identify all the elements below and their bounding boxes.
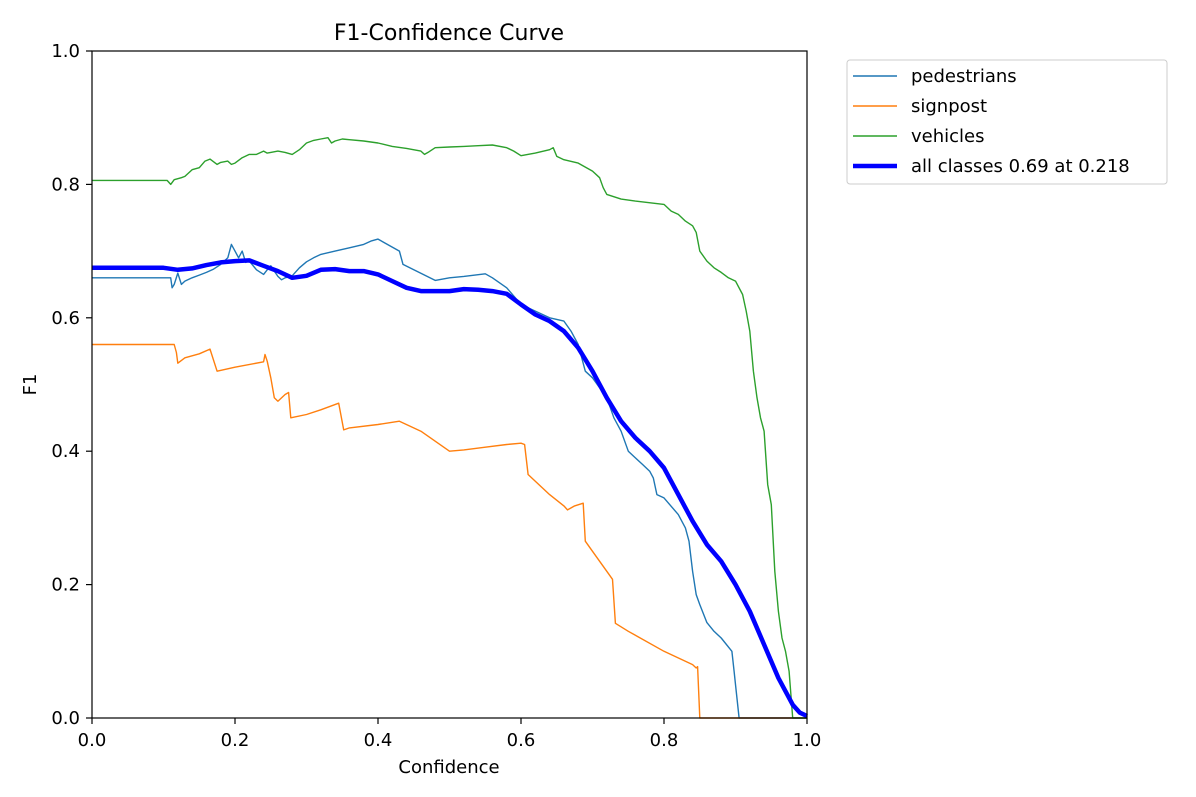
plot-frame xyxy=(91,50,808,719)
x-tick-label: 0.4 xyxy=(364,730,393,751)
legend-label-2: vehicles xyxy=(911,126,985,147)
x-tick-label: 0.2 xyxy=(221,730,250,751)
legend-label-0: pedestrians xyxy=(911,66,1017,87)
x-tick-label: 0.8 xyxy=(650,730,679,751)
legend-label-3: all classes 0.69 at 0.218 xyxy=(911,156,1130,177)
series-line-3 xyxy=(92,258,808,719)
plot-lines xyxy=(92,136,808,719)
legend-frame xyxy=(846,59,1168,185)
x-axis-ticks: 0.0 0.2 0.4 0.6 0.8 1.0 xyxy=(78,718,822,751)
x-tick-label: 0.0 xyxy=(78,730,107,751)
y-tick-label: 0.0 xyxy=(51,708,80,729)
x-tick-label: 1.0 xyxy=(793,730,822,751)
y-tick-label: 0.2 xyxy=(51,575,80,596)
series-line-1 xyxy=(92,343,807,719)
y-axis-ticks: 0.0 0.2 0.4 0.6 0.8 1.0 xyxy=(51,41,92,729)
legend-items: pedestrians signpost vehicles all classes 0… xyxy=(853,66,1130,177)
y-tick-label: 0.4 xyxy=(51,441,80,462)
legend: pedestrians signpost vehicles all classes 0… xyxy=(846,59,1168,185)
x-tick-label: 0.6 xyxy=(507,730,536,751)
series-line-0 xyxy=(92,238,807,719)
x-axis-label: Confidence xyxy=(398,757,499,778)
legend-label-1: signpost xyxy=(911,96,987,117)
chart-title: F1-Confidence Curve xyxy=(334,21,564,46)
y-tick-label: 0.8 xyxy=(51,174,80,195)
y-tick-label: 0.6 xyxy=(51,308,80,329)
y-tick-label: 1.0 xyxy=(51,41,80,62)
y-axis-label: F1 xyxy=(20,374,41,396)
series-line-2 xyxy=(92,136,807,719)
